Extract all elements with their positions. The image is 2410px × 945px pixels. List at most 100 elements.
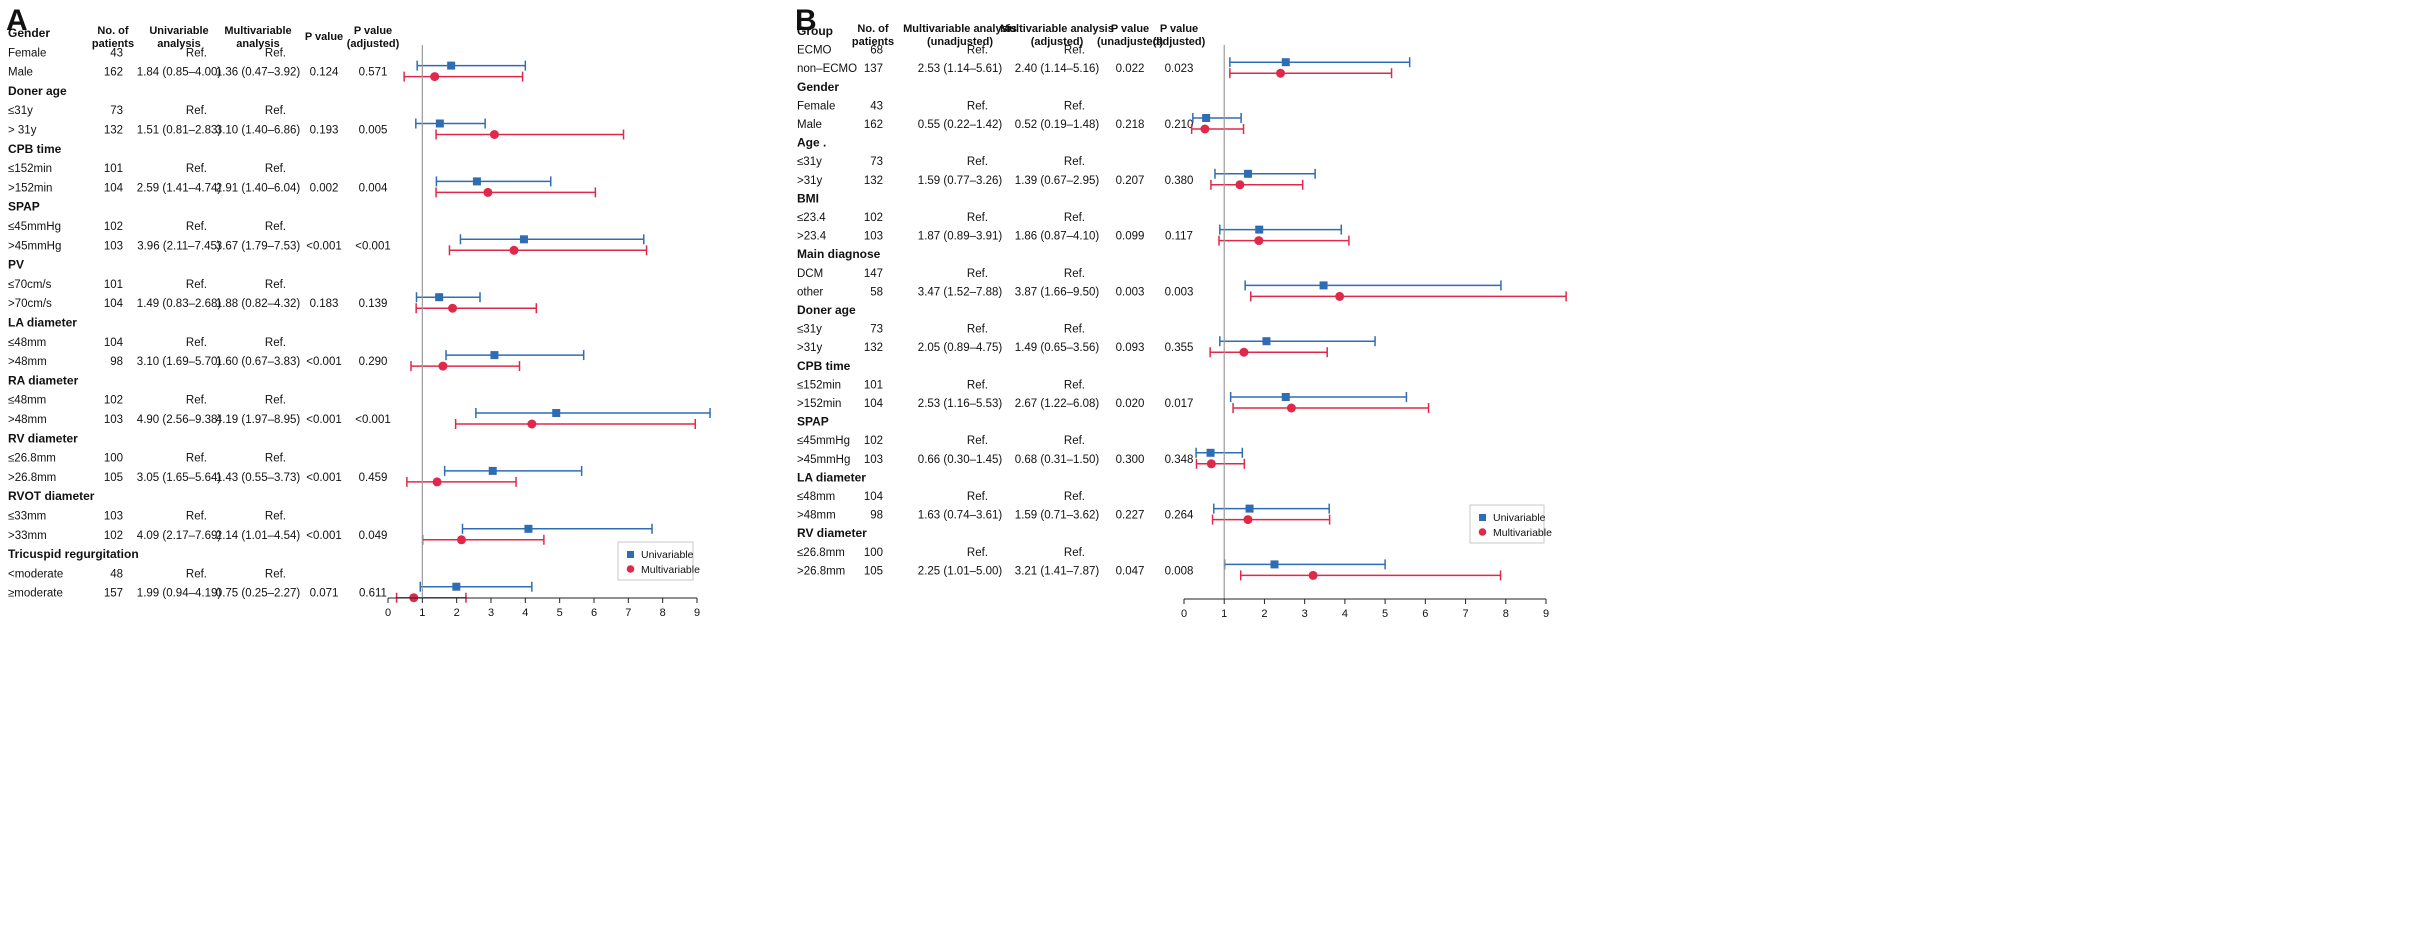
estimate-2: Ref. [265, 511, 286, 523]
multivariable-point [489, 130, 499, 139]
table-row: Male 162 0.55 (0.22–1.42) 0.52 (0.19–1.48) 0… [797, 113, 1245, 134]
estimate-1: 1.63 (0.74–3.61) [918, 510, 1003, 522]
patient-count: 103 [104, 240, 123, 252]
p-value-1: <0.001 [306, 472, 342, 484]
patient-count: 102 [864, 212, 883, 224]
estimate-1: Ref. [186, 105, 207, 117]
estimate-1: 1.87 (0.89–3.91) [918, 231, 1003, 243]
univariable-point [1243, 169, 1252, 178]
estimate-2: Ref. [265, 163, 286, 175]
univariable-point [447, 61, 456, 70]
univariable-point [1281, 58, 1290, 67]
multivariable-point [1235, 180, 1245, 190]
estimate-1: Ref. [967, 379, 988, 391]
row-label: ≤31y [797, 324, 822, 336]
header-p-value-1: P value [305, 31, 343, 43]
p-value-2: 0.611 [359, 588, 387, 600]
row-label: ≤48mm [8, 395, 46, 407]
table-row: ≤48mm 104 Ref. Ref. [8, 337, 286, 349]
estimate-1: 2.25 (1.01–5.00) [918, 565, 1003, 577]
estimate-1: 3.10 (1.69–5.70) [137, 356, 222, 368]
estimate-1: 2.53 (1.14–5.61) [918, 63, 1003, 75]
estimate-2: 0.68 (0.31–1.50) [1015, 454, 1100, 466]
estimate-1: 1.49 (0.83–2.68) [137, 298, 222, 310]
x-tick-label: 0 [385, 607, 391, 619]
estimate-2: 1.86 (0.87–4.10) [1015, 231, 1100, 243]
table-row: >31y 132 1.59 (0.77–3.26) 1.39 (0.67–2.95) 0… [797, 168, 1316, 190]
row-label: DCM [797, 268, 823, 280]
p-value-2: 0.023 [1165, 63, 1194, 75]
multivariable-point [1254, 236, 1264, 246]
estimate-2: 1.39 (0.67–2.95) [1015, 175, 1100, 187]
table-row: <moderate 48 Ref. Ref. [8, 568, 286, 580]
table-row: >45mmHg 103 0.66 (0.30–1.45) 0.68 (0.31–1.5… [797, 447, 1246, 469]
multivariable-point [1206, 459, 1216, 469]
p-value-2: 0.571 [359, 67, 388, 79]
estimate-2: Ref. [1064, 491, 1085, 503]
row-label: >31y [797, 342, 823, 354]
group-heading: Group [797, 24, 833, 38]
univariable-point [1202, 114, 1211, 122]
p-value-1: 0.300 [1116, 454, 1145, 466]
x-tick-label: 9 [694, 607, 700, 619]
patient-count: 68 [870, 45, 883, 57]
row-label: ≤33mm [8, 511, 46, 523]
table-row: ≥moderate 157 1.99 (0.94–4.19)0.75 (0.25–2… [8, 581, 533, 603]
x-tick-label: 1 [1221, 608, 1227, 620]
p-value-2: 0.290 [359, 356, 388, 368]
estimate-1: Ref. [186, 337, 207, 349]
row-label: <moderate [8, 568, 63, 580]
group-heading: SPAP [8, 200, 40, 214]
estimate-1: Ref. [967, 45, 988, 57]
patient-count: 43 [870, 100, 883, 112]
patient-count: 101 [864, 379, 883, 391]
multivariable-point [1335, 291, 1345, 301]
multivariable-point [1276, 68, 1286, 78]
p-value-1: 0.227 [1116, 510, 1145, 522]
estimate-1: Ref. [186, 221, 207, 233]
estimate-2: Ref. [265, 453, 286, 465]
patient-count: 103 [864, 231, 883, 243]
estimate-2: 3.67 (1.79–7.53) [216, 240, 301, 252]
patient-count: 102 [104, 530, 123, 542]
estimate-2: Ref. [265, 279, 286, 291]
patient-count: 101 [104, 279, 123, 291]
univariable-point [1255, 225, 1264, 234]
multivariable-point [1308, 570, 1318, 580]
x-tick-label: 5 [1382, 608, 1388, 620]
table-row: ≤31y 73 Ref. Ref. [797, 156, 1085, 168]
row-label: >45mmHg [797, 454, 850, 466]
patient-count: 102 [864, 435, 883, 447]
table-row: ≤70cm/s 101 Ref. Ref. [8, 279, 286, 291]
estimate-2: 1.59 (0.71–3.62) [1015, 510, 1100, 522]
p-value-2: 0.355 [1165, 342, 1194, 354]
row-label: Female [797, 100, 835, 112]
estimate-2: Ref. [265, 105, 286, 117]
estimate-2: 1.36 (0.47–3.92) [216, 67, 301, 79]
legend-multivariable-swatch [1478, 528, 1487, 536]
header-patients: No. of patients [92, 25, 134, 50]
x-tick-label: 7 [1462, 608, 1468, 620]
patient-count: 73 [870, 156, 883, 168]
estimate-1: Ref. [967, 435, 988, 447]
p-value-1: 0.099 [1116, 231, 1145, 243]
p-value-1: <0.001 [306, 356, 342, 368]
x-tick-label: 0 [1181, 608, 1187, 620]
row-label: other [797, 286, 823, 298]
estimate-1: Ref. [186, 511, 207, 523]
p-value-1: 0.047 [1116, 565, 1145, 577]
estimate-1: Ref. [967, 212, 988, 224]
estimate-2: Ref. [1064, 212, 1085, 224]
table-row: ≤48mm 104 Ref. Ref. [797, 491, 1085, 503]
table-row: >48mm 103 4.90 (2.56–9.38)4.19 (1.97–8.95)… [8, 408, 711, 429]
legend-multivariable-label: Multivariable [641, 564, 700, 576]
header-estimate-1: Multivariable analysis (unadjusted) [903, 23, 1017, 48]
p-value-1: <0.001 [306, 530, 342, 542]
table-row: DCM 147 Ref. Ref. [797, 268, 1085, 280]
x-tick-label: 6 [1422, 608, 1428, 620]
estimate-1: 3.96 (2.11–7.45) [137, 240, 221, 252]
row-label: >48mm [797, 510, 836, 522]
row-label: ≤31y [797, 156, 822, 168]
table-row: Female 43 Ref. Ref. [8, 47, 286, 59]
estimate-2: 3.21 (1.41–7.87) [1015, 565, 1100, 577]
